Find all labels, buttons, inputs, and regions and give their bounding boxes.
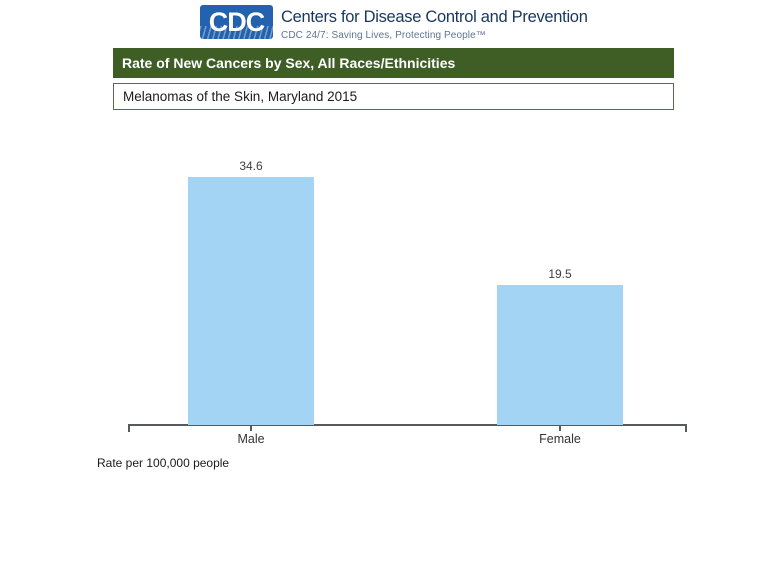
chart-title-bar: Rate of New Cancers by Sex, All Races/Et… xyxy=(113,48,674,78)
x-axis-end-tick-right xyxy=(685,424,687,432)
axis-unit-label: Rate per 100,000 people xyxy=(97,456,230,470)
x-axis-tick-male xyxy=(250,426,252,431)
x-axis-label-female: Female xyxy=(539,432,581,446)
bar-female xyxy=(497,285,623,425)
x-axis-label-male: Male xyxy=(237,432,265,446)
chart-title: Rate of New Cancers by Sex, All Races/Et… xyxy=(122,55,456,71)
org-name: Centers for Disease Control and Preventi… xyxy=(281,8,588,26)
cdc-logo: CDC xyxy=(200,5,273,39)
cdc-header: CDC Centers for Disease Control and Prev… xyxy=(200,5,588,41)
x-axis-end-tick-left xyxy=(128,424,130,432)
x-axis-line xyxy=(128,424,687,426)
bar-male xyxy=(188,177,314,425)
chart-subtitle: Melanomas of the Skin, Maryland 2015 xyxy=(123,89,358,104)
chart-subtitle-box: Melanomas of the Skin, Maryland 2015 xyxy=(113,83,674,110)
bar-value-female: 19.5 xyxy=(548,267,572,281)
org-tagline: CDC 24/7: Saving Lives, Protecting Peopl… xyxy=(281,30,486,41)
cdc-header-text: Centers for Disease Control and Preventi… xyxy=(281,5,588,41)
bar-value-male: 34.6 xyxy=(239,159,263,173)
x-axis-tick-female xyxy=(559,426,561,431)
cdc-logo-text: CDC xyxy=(208,6,265,37)
